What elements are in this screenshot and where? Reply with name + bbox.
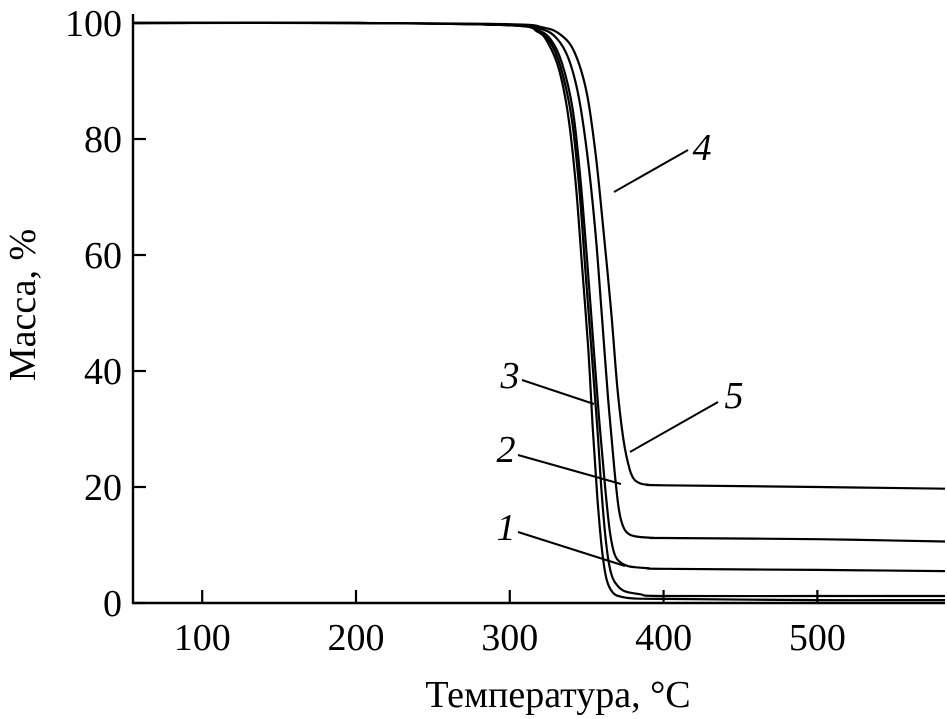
leader-line-1 xyxy=(517,531,626,567)
y-axis-title: Масса, % xyxy=(2,229,44,381)
curve-label-1: 1 xyxy=(497,507,516,549)
leader-line-3 xyxy=(521,379,595,405)
series-line-5 xyxy=(132,21,946,490)
y-tick-label-20: 20 xyxy=(84,467,122,509)
leader-line-2 xyxy=(517,454,622,485)
curve-label-4: 4 xyxy=(693,127,712,169)
x-tick-label-100: 100 xyxy=(174,617,231,659)
curve-label-3: 3 xyxy=(500,355,520,397)
leader-line-4 xyxy=(613,149,689,193)
tick-labels: 100 200 300 400 500 0 20 40 60 80 100 xyxy=(65,3,846,659)
x-axis-title: Температура, °C xyxy=(425,674,690,716)
curve-label-5: 5 xyxy=(725,375,744,417)
y-tick-label-40: 40 xyxy=(84,351,122,393)
curve-label-2: 2 xyxy=(497,429,516,471)
series-line-1 xyxy=(132,21,946,602)
tick-marks xyxy=(133,21,819,605)
y-tick-label-100: 100 xyxy=(65,3,122,45)
series-line-3 xyxy=(132,21,946,573)
x-tick-label-500: 500 xyxy=(789,617,846,659)
series-line-4 xyxy=(132,21,946,543)
leader-line-5 xyxy=(629,401,719,453)
series-line-2 xyxy=(132,21,945,598)
curve-labels: 1 2 3 4 5 xyxy=(497,127,744,567)
x-tick-label-200: 200 xyxy=(327,617,384,659)
axes xyxy=(131,14,945,605)
y-tick-label-60: 60 xyxy=(84,235,122,277)
x-tick-label-400: 400 xyxy=(635,617,692,659)
y-tick-label-0: 0 xyxy=(103,583,122,625)
y-tick-label-80: 80 xyxy=(84,119,122,161)
data-series xyxy=(132,21,946,602)
x-tick-label-300: 300 xyxy=(481,617,538,659)
